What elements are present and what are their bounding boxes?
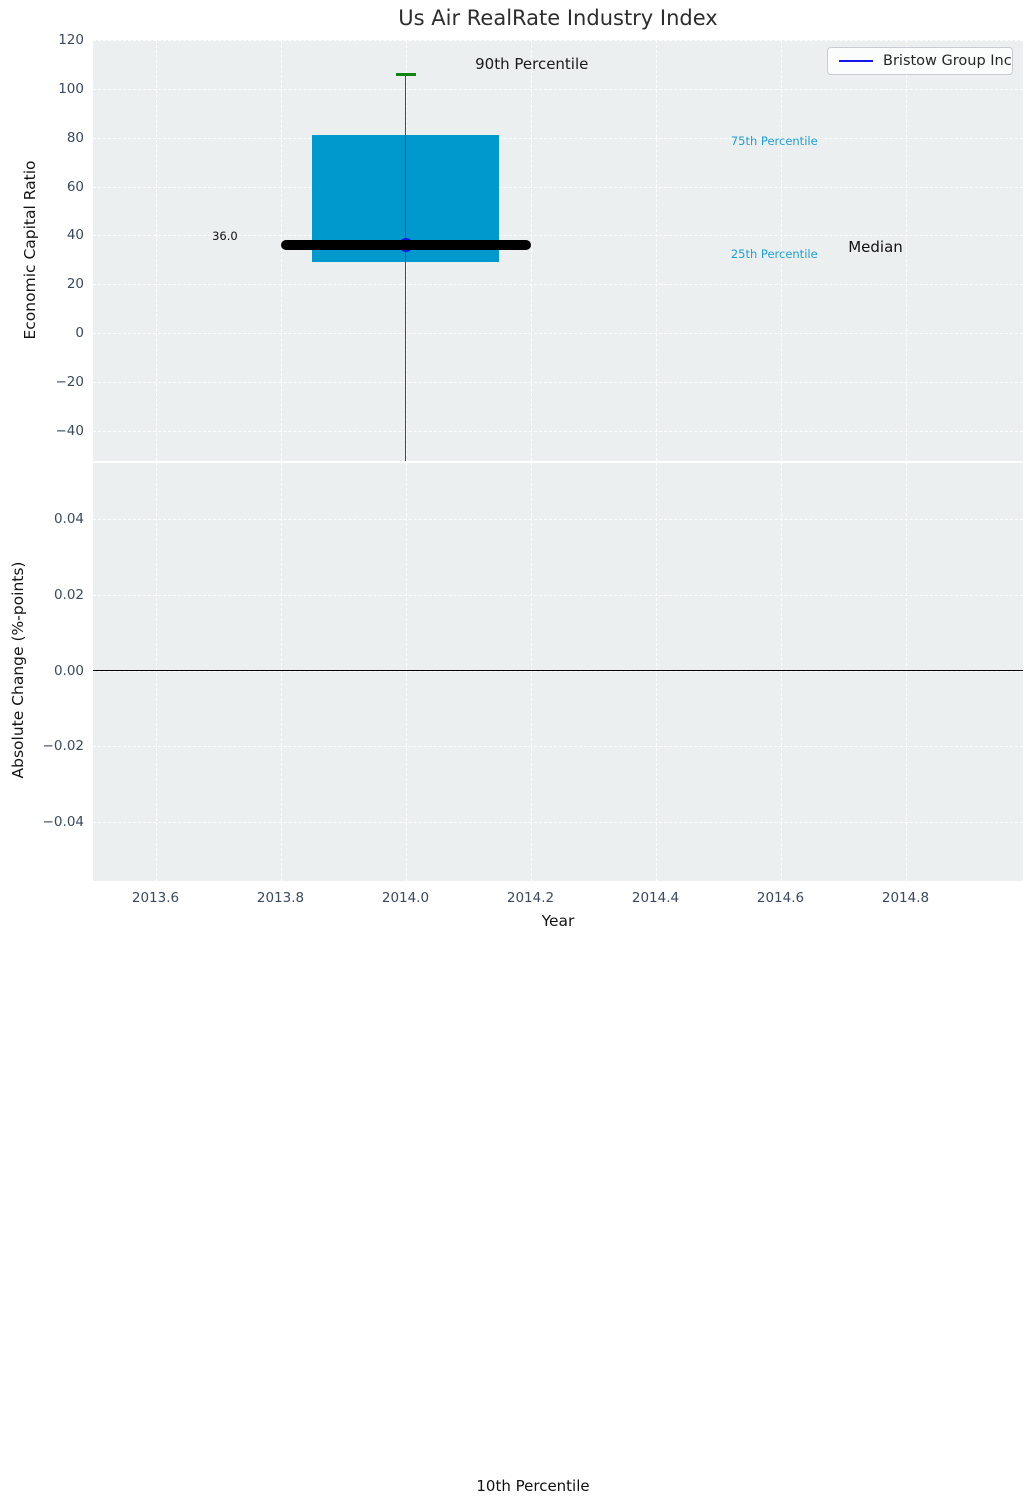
horizontal-gridline — [93, 594, 1023, 596]
horizontal-gridline — [93, 88, 1023, 90]
vertical-gridline — [530, 463, 532, 881]
median-line — [280, 240, 531, 251]
y-tick-label: 80 — [66, 129, 84, 146]
horizontal-gridline — [93, 519, 1023, 521]
y-tick-label: 20 — [66, 276, 84, 293]
vertical-gridline — [655, 463, 657, 881]
annotation-36-0: 36.0 — [212, 228, 238, 243]
annotation-median: Median — [848, 237, 903, 256]
y-tick-label: 60 — [66, 178, 84, 195]
x-tick-label: 2014.6 — [756, 890, 805, 906]
chart-title: Us Air RealRate Industry Index — [398, 6, 718, 30]
y-tick-label: 120 — [58, 32, 84, 48]
x-tick-label: 2014.4 — [631, 890, 680, 906]
horizontal-gridline — [93, 746, 1023, 748]
horizontal-gridline — [93, 235, 1023, 237]
top-axes: 90th Percentile 75th Percentile 25th Perce… — [93, 40, 1023, 461]
annotation-25th-percentile: 25th Percentile — [730, 247, 818, 262]
x-tick-label: 2013.6 — [131, 890, 180, 906]
annotation-90th-percentile: 90th Percentile — [475, 55, 589, 74]
y-tick-label: 100 — [58, 80, 84, 97]
legend: Bristow Group Inc — [827, 47, 1013, 75]
y-tick-label: −0.04 — [42, 814, 84, 831]
vertical-gridline — [530, 40, 532, 461]
vertical-gridline — [155, 40, 157, 461]
horizontal-gridline — [93, 822, 1023, 824]
vertical-gridline — [280, 40, 282, 461]
horizontal-gridline — [93, 186, 1023, 188]
x-tick-label: 2014.2 — [506, 890, 555, 906]
whisker-cap-90th — [395, 72, 416, 76]
y-tick-label: 0 — [75, 325, 84, 342]
horizontal-gridline — [93, 333, 1023, 335]
vertical-gridline — [655, 40, 657, 461]
horizontal-gridline — [93, 40, 1023, 41]
legend-line-swatch — [839, 60, 873, 62]
whisker — [404, 74, 407, 461]
horizontal-gridline — [93, 284, 1023, 286]
annotation-75th-percentile: 75th Percentile — [730, 133, 818, 148]
x-axis-label: Year — [541, 912, 575, 930]
vertical-gridline — [905, 40, 907, 461]
vertical-gridline — [280, 463, 282, 881]
y-tick-label: 0.00 — [53, 662, 84, 679]
y-tick-label: −0.02 — [42, 738, 84, 755]
y-tick-label: −20 — [55, 374, 85, 391]
y-tick-label: 40 — [66, 227, 84, 244]
vertical-gridline — [780, 40, 782, 461]
y-tick-label: 0.02 — [53, 586, 84, 603]
zero-line — [93, 669, 1023, 672]
y-tick-label: 0.04 — [53, 511, 84, 528]
x-tick-label: 2013.8 — [256, 890, 305, 906]
vertical-gridline — [405, 463, 407, 881]
y-tick-label: −40 — [55, 422, 85, 439]
vertical-gridline — [905, 463, 907, 881]
vertical-gridline — [780, 463, 782, 881]
horizontal-gridline — [93, 137, 1023, 139]
legend-label: Bristow Group Inc — [883, 53, 1012, 69]
vertical-gridline — [155, 463, 157, 881]
x-tick-label: 2014.0 — [381, 890, 430, 906]
annotation-10th-percentile: 10th Percentile — [476, 1477, 590, 1495]
bottom-axes — [93, 463, 1023, 881]
horizontal-gridline — [93, 382, 1023, 384]
horizontal-gridline — [93, 430, 1023, 432]
x-tick-label: 2014.8 — [881, 890, 930, 906]
